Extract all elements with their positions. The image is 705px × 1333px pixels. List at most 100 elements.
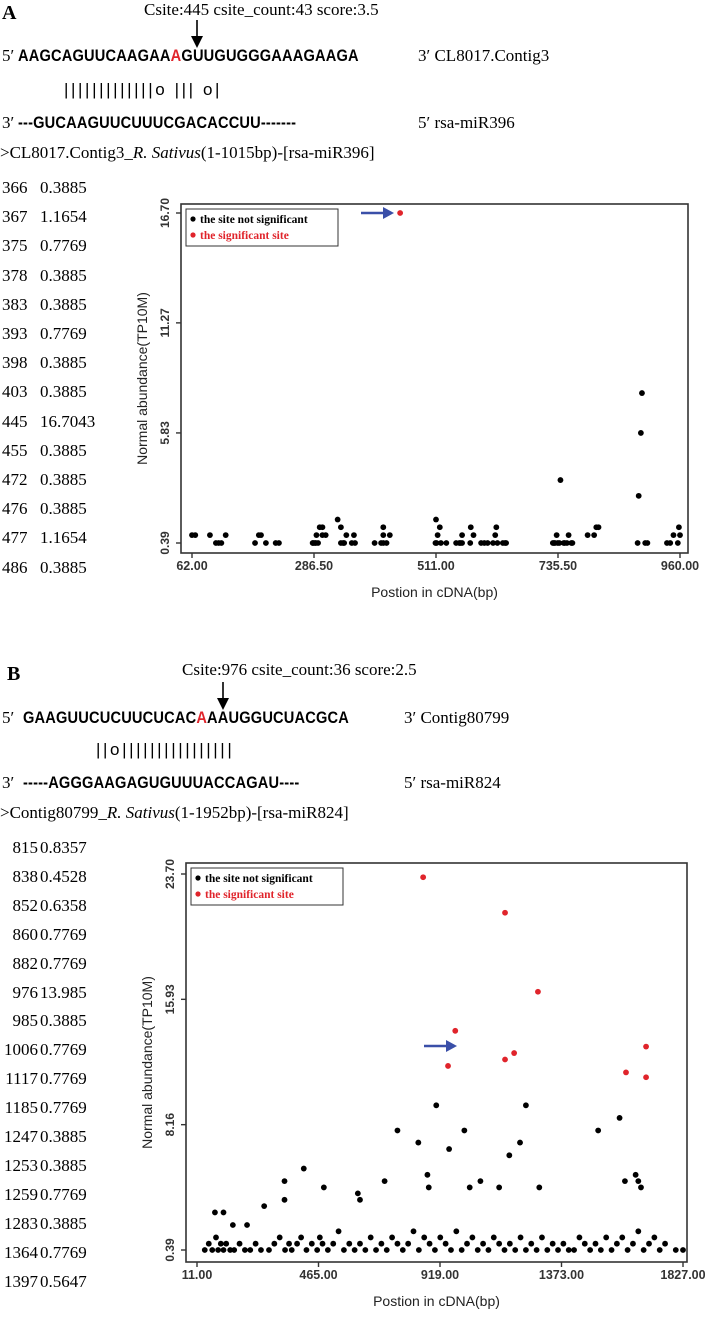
site-abundance: 0.3885	[40, 470, 87, 489]
site-point	[433, 516, 439, 523]
site-point	[432, 1247, 438, 1253]
site-point	[227, 1247, 234, 1253]
site-point	[528, 1240, 535, 1247]
site-point	[383, 540, 390, 546]
site-list-row: 367 1.1654	[2, 207, 87, 227]
site-point	[466, 1184, 473, 1191]
site-point	[446, 1146, 452, 1152]
site-point	[616, 1114, 623, 1121]
y-tick-label: 0.39	[158, 531, 172, 555]
csite-info-a: Csite:445 csite_count:43 score:3.5	[144, 0, 379, 19]
site-list-row: 477 1.1654	[2, 528, 87, 548]
site-point	[357, 1196, 363, 1203]
site-position: 486	[2, 557, 28, 577]
site-list-row: 403 0.3885	[2, 382, 87, 402]
site-point	[276, 540, 282, 546]
target-prefix: 5′	[2, 46, 15, 65]
pairing-line-a: |||||||||||||o ||| o|	[64, 80, 223, 99]
site-point	[351, 1247, 358, 1253]
site-point	[469, 1234, 476, 1241]
cleavage-base: A	[171, 46, 182, 65]
site-point	[271, 1240, 278, 1247]
site-point	[218, 540, 225, 546]
site-point	[337, 524, 344, 531]
site-position: 383	[2, 294, 28, 314]
site-point	[672, 1247, 679, 1253]
site-point	[597, 1247, 604, 1253]
site-abundance: 0.3885	[40, 265, 87, 285]
site-point	[637, 430, 644, 436]
site-point	[632, 1171, 639, 1178]
site-position: 1283	[4, 1213, 38, 1233]
significant-site-point	[452, 1027, 459, 1034]
y-tick-label: 8.16	[163, 1113, 177, 1137]
site-point	[556, 540, 563, 546]
site-abundance: 0.3885	[40, 1011, 87, 1031]
plot-frame	[185, 862, 688, 1263]
site-point	[501, 1247, 508, 1253]
site-list-row: 815 0.8357	[0, 838, 87, 858]
mirna-sequence-b: 3′ -----AGGGAAGAGUGUUUACCAGAU----	[2, 773, 300, 792]
site-abundance: 0.7769	[40, 1184, 87, 1204]
site-point	[613, 1240, 620, 1247]
site-point	[324, 1247, 331, 1253]
x-axis-title: Postion in cDNA(bp)	[373, 1293, 500, 1309]
site-position: 403	[2, 382, 28, 402]
site-point	[646, 1240, 652, 1247]
y-axis-title: Normal abundance(TP10M)	[134, 292, 150, 465]
site-list-row: 1397 0.5647	[0, 1272, 87, 1292]
site-abundance: 0.3885	[40, 440, 87, 460]
site-point	[493, 524, 500, 531]
site-point	[415, 1139, 422, 1146]
site-point	[394, 1127, 401, 1134]
site-point	[443, 540, 450, 546]
target-bases: AAGCAGUUCAAGAAAGUUGUGGGAAAGAAGA	[18, 46, 360, 65]
site-point	[415, 1247, 422, 1253]
site-point	[553, 532, 560, 539]
site-point	[622, 1178, 628, 1185]
site-point	[308, 1240, 315, 1247]
site-abundance: 0.3885	[40, 294, 87, 314]
site-point	[470, 532, 477, 539]
site-point	[453, 1228, 460, 1235]
site-point	[560, 1240, 567, 1247]
site-position: 1364	[4, 1242, 38, 1262]
site-point	[229, 1222, 236, 1228]
site-point	[389, 1234, 395, 1241]
site-point	[584, 532, 591, 539]
significant-site-point	[643, 1043, 649, 1050]
site-point	[220, 1247, 227, 1253]
significant-site-point	[535, 988, 541, 995]
site-point	[231, 1247, 238, 1253]
site-list-row: 1364 0.7769	[0, 1243, 87, 1263]
site-point	[192, 532, 199, 539]
site-point	[485, 1247, 492, 1253]
site-list-row: 1185 0.7769	[0, 1098, 87, 1118]
cleavage-arrow-icon	[217, 682, 229, 710]
site-point	[346, 1240, 353, 1247]
site-list-row: 378 0.3885	[2, 266, 87, 286]
site-point	[213, 1234, 219, 1241]
site-list-row: 476 0.3885	[2, 499, 87, 519]
target-name-b: 3′ Contig80799	[404, 708, 510, 727]
chart-legend: the site not significant the significant …	[190, 867, 344, 906]
legend-label: the significant site	[205, 889, 294, 901]
site-point	[634, 540, 641, 546]
site-point	[276, 1234, 283, 1241]
site-abundance: 0.5647	[40, 1271, 87, 1291]
site-list-row: 1283 0.3885	[0, 1214, 87, 1234]
site-abundance: 0.6358	[40, 895, 87, 915]
y-tick-label: 5.83	[158, 421, 172, 445]
site-position: 1397	[4, 1271, 38, 1291]
contig-header-a: >CL8017.Contig3_R. Sativus(1-1015bp)-[rs…	[0, 143, 375, 162]
site-point	[442, 1240, 449, 1247]
significant-site-point	[511, 1050, 518, 1056]
x-tick-label: 960.00	[661, 559, 699, 573]
plot-frame	[180, 203, 689, 554]
site-point	[222, 532, 229, 539]
y-tick-label: 11.27	[158, 308, 172, 338]
site-position: 985	[12, 1011, 39, 1031]
site-point	[426, 1240, 433, 1247]
site-abundance: 0.7769	[40, 236, 87, 256]
site-point	[494, 540, 501, 546]
